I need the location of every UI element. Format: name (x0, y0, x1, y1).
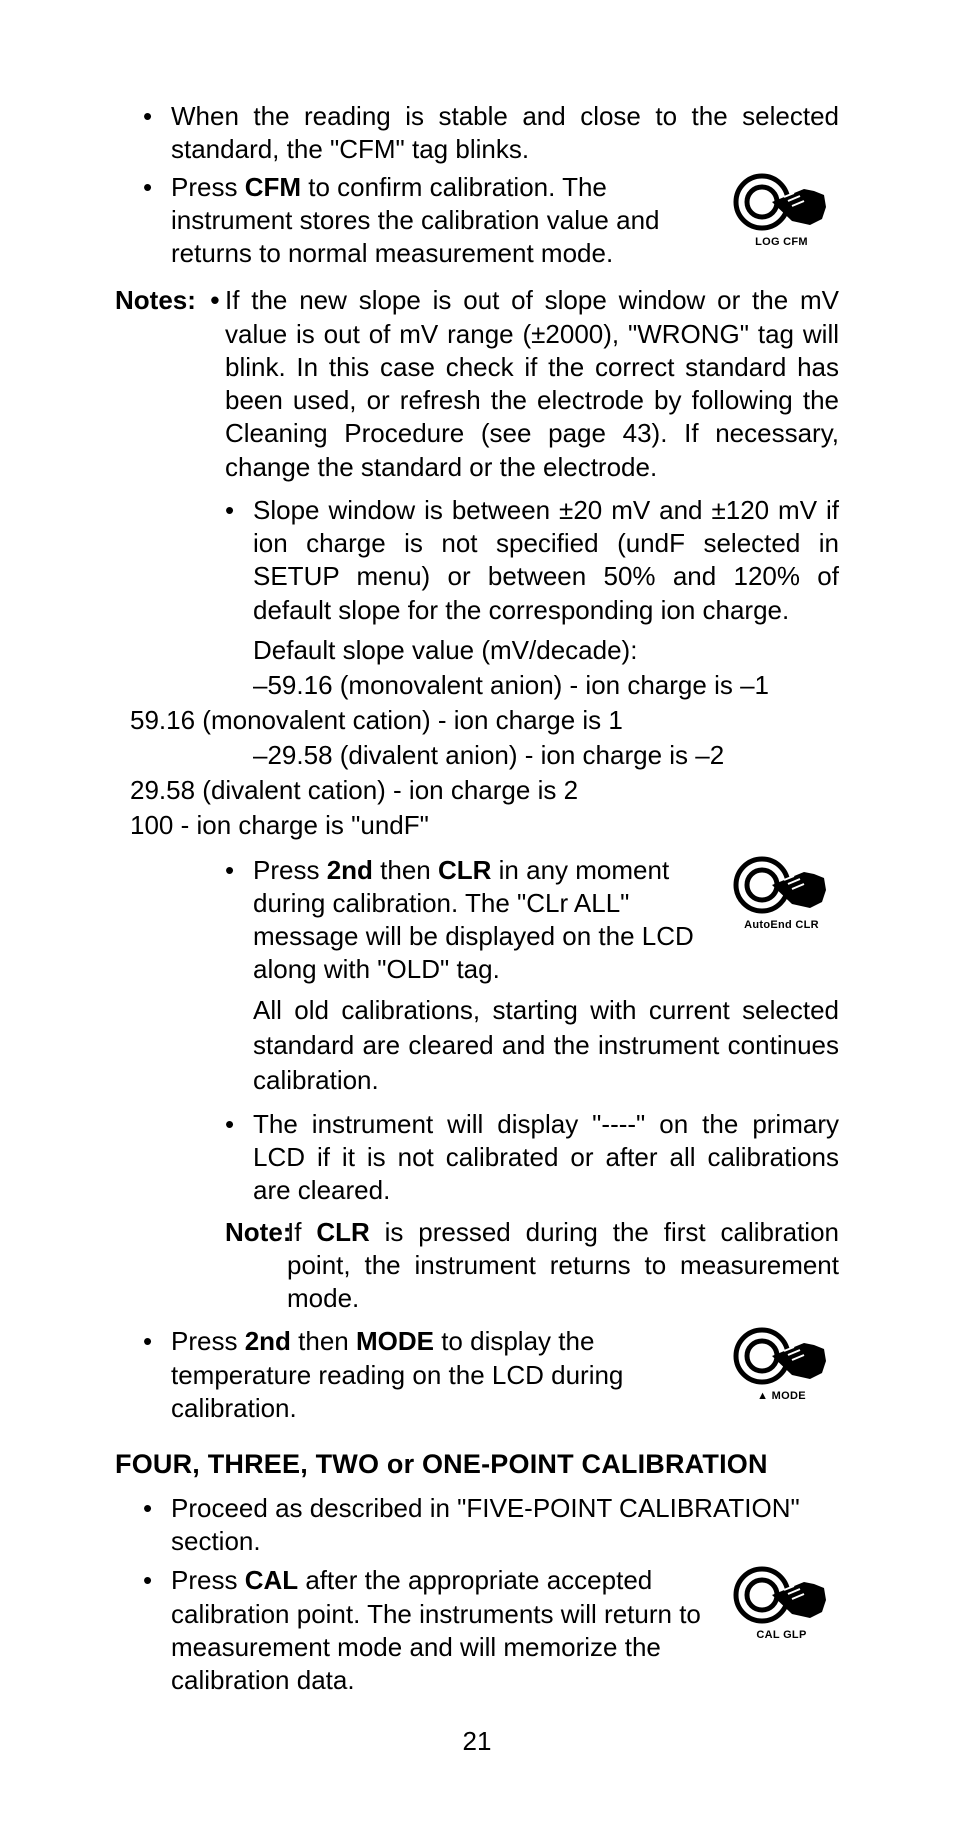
notes-label: Notes: • (115, 284, 225, 317)
slope-line: 29.58 (divalent cation) - ion charge is … (115, 773, 839, 808)
icon-label: ▲ MODE (724, 1389, 839, 1403)
bullet-marker: • (225, 854, 253, 887)
note-text: Slope window is between ±20 mV and ±120 … (253, 494, 839, 627)
bullet-marker: • (143, 1492, 171, 1525)
slope-line: 100 - ion charge is "undF" (115, 808, 839, 843)
bullet-text: Press CAL after the appropriate accepted… (171, 1564, 710, 1697)
page-content: • When the reading is stable and close t… (115, 100, 839, 1697)
icon-label: LOG CFM (724, 235, 839, 249)
bullet-dashes: • The instrument will display "----" on … (115, 1108, 839, 1208)
press-button-icon: ▲ MODE (724, 1325, 839, 1403)
clr-follow-text: All old calibrations, starting with curr… (115, 993, 839, 1098)
bullet-cfm-blinks: • When the reading is stable and close t… (115, 100, 839, 167)
bullet-text: Press 2nd then CLR in any moment during … (253, 854, 710, 987)
bullet-marker: • (143, 171, 171, 204)
bullet-press-cal: • Press CAL after the appropriate accept… (115, 1564, 839, 1697)
bullet-text: Press CFM to confirm calibration. The in… (171, 171, 710, 271)
bullet-marker: • (143, 1325, 171, 1358)
section-heading: FOUR, THREE, TWO or ONE-POINT CALIBRATIO… (115, 1447, 839, 1482)
bullet-text: Proceed as described in "FIVE-POINT CALI… (171, 1492, 839, 1559)
bullet-marker: • (143, 1564, 171, 1597)
inner-note: Note: If CLR is pressed during the first… (115, 1216, 839, 1316)
bullet-proceed: • Proceed as described in "FIVE-POINT CA… (115, 1492, 839, 1559)
notes-section: Notes: • If the new slope is out of slop… (115, 284, 839, 484)
press-button-icon: CAL GLP (724, 1564, 839, 1642)
icon-label: CAL GLP (724, 1628, 839, 1642)
bullet-press-cfm: • Press CFM to confirm calibration. The … (115, 171, 839, 271)
bullet-text: The instrument will display "----" on th… (253, 1108, 839, 1208)
bullet-marker: • (143, 100, 171, 133)
slope-line: –29.58 (divalent anion) - ion charge is … (115, 738, 839, 773)
slope-line: –59.16 (monovalent anion) - ion charge i… (115, 668, 839, 703)
note-text: If the new slope is out of slope window … (225, 284, 839, 484)
bullet-text: When the reading is stable and close to … (171, 100, 839, 167)
icon-label: AutoEnd CLR (724, 918, 839, 932)
press-button-icon: AutoEnd CLR (724, 854, 839, 932)
page-number: 21 (0, 1726, 954, 1757)
bullet-2nd-mode: • Press 2nd then MODE to display the tem… (115, 1325, 839, 1425)
slope-header: Default slope value (mV/decade): (115, 633, 839, 668)
note-slope: • Slope window is between ±20 mV and ±12… (115, 494, 839, 627)
note-text: If CLR is pressed during the first calib… (287, 1216, 839, 1316)
bullet-marker: • (225, 1108, 253, 1141)
slope-line: 59.16 (monovalent cation) - ion charge i… (115, 703, 839, 738)
bullet-text: Press 2nd then MODE to display the tempe… (171, 1325, 710, 1425)
bullet-marker: • (225, 494, 253, 527)
bullet-2nd-clr: • Press 2nd then CLR in any moment durin… (115, 854, 839, 987)
press-button-icon: LOG CFM (724, 171, 839, 249)
note-label: Note: (225, 1216, 287, 1316)
